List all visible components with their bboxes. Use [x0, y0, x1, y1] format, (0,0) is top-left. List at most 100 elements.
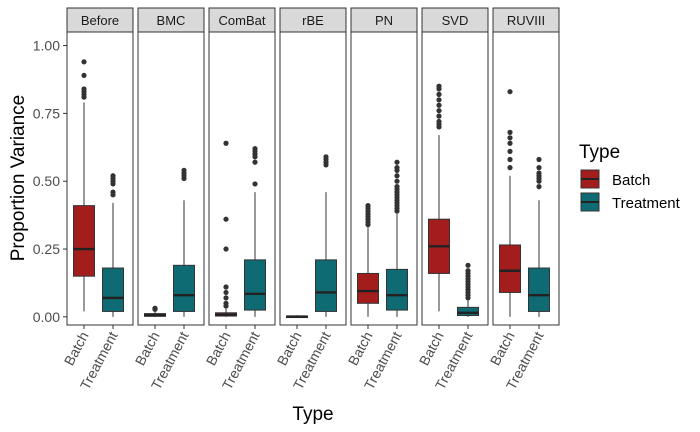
- facet-strip-label: Before: [81, 13, 119, 28]
- y-axis: 0.00 0.25 0.50 0.75 1.00: [33, 38, 67, 325]
- x-axis-title: Type: [292, 404, 333, 425]
- outlier-point: [436, 97, 442, 103]
- outlier-point: [152, 305, 158, 311]
- outlier-point: [323, 154, 329, 160]
- outlier-point: [507, 165, 513, 171]
- outlier-point: [436, 118, 442, 125]
- legend-label: Treatment: [612, 195, 681, 212]
- y-tick-label: 0.00: [33, 309, 60, 325]
- x-tick-label: Batch: [132, 329, 163, 368]
- outlier-point: [507, 156, 513, 163]
- outlier-point: [223, 216, 229, 222]
- outlier-point: [252, 159, 258, 165]
- outlier-point: [436, 83, 442, 89]
- y-tick-label: 1.00: [33, 38, 60, 54]
- iqr-box: [102, 267, 124, 312]
- outlier-point: [252, 181, 258, 187]
- y-tick-label: 0.75: [33, 105, 60, 121]
- box-treatment: [457, 262, 479, 317]
- outlier-point: [507, 89, 513, 95]
- x-tick-label: Batch: [345, 329, 376, 368]
- box-batch: [357, 203, 379, 317]
- facet-strip-label: ComBat: [219, 13, 266, 28]
- facet-strip: [279, 7, 347, 33]
- legend-item-batch: Batch: [580, 169, 650, 189]
- iqr-box: [173, 264, 195, 312]
- box-treatment: [173, 167, 195, 317]
- box-treatment: [528, 156, 550, 317]
- iqr-box: [499, 244, 521, 293]
- facet-strip-label: BMC: [157, 13, 186, 28]
- outlier-point: [394, 184, 400, 190]
- y-tick-label: 0.50: [33, 173, 60, 189]
- outlier-point: [536, 170, 542, 176]
- outlier-point: [110, 173, 116, 179]
- facet-strip-label: RUVIII: [507, 13, 545, 28]
- outlier-point: [436, 113, 442, 119]
- outlier-point: [365, 203, 371, 209]
- iqr-box: [528, 267, 550, 312]
- legend: Type Batch Treatment: [579, 142, 681, 212]
- box-batch: [73, 59, 95, 312]
- outlier-point: [223, 289, 229, 296]
- box-batch: [499, 89, 521, 317]
- outlier-point: [81, 72, 87, 79]
- x-tick-label: Batch: [487, 329, 518, 368]
- x-tick-label: Batch: [61, 329, 92, 368]
- x-tick-label: Batch: [274, 329, 305, 368]
- outlier-point: [394, 173, 400, 179]
- facet-strip: [66, 7, 134, 33]
- box-treatment: [386, 159, 408, 317]
- facet-strip-label: PN: [375, 13, 393, 28]
- outlier-point: [536, 165, 542, 171]
- box-treatment: [315, 154, 337, 317]
- x-tick-label: Batch: [203, 329, 234, 368]
- outlier-point: [223, 295, 229, 301]
- iqr-box: [73, 205, 95, 277]
- outlier-point: [536, 156, 542, 163]
- outlier-point: [81, 59, 87, 65]
- facet-plot-area: [421, 31, 489, 326]
- outlier-point: [223, 284, 229, 290]
- box-treatment: [102, 173, 124, 317]
- x-tick-label: Batch: [416, 329, 447, 368]
- iqr-box: [357, 272, 379, 304]
- outlier-point: [507, 140, 513, 146]
- y-tick-label: 0.25: [33, 241, 60, 257]
- outlier-point: [110, 189, 116, 195]
- facet-strip: [137, 7, 205, 33]
- outlier-point: [394, 165, 400, 171]
- outlier-point: [536, 184, 542, 190]
- facet-strip: [208, 7, 276, 33]
- outlier-point: [507, 135, 513, 141]
- outlier-point: [394, 159, 400, 165]
- outlier-point: [507, 129, 513, 135]
- facet-strip-label: SVD: [442, 13, 469, 28]
- legend-item-treatment: Treatment: [580, 192, 681, 212]
- facet-strip: [421, 7, 489, 33]
- outlier-point: [436, 108, 442, 114]
- legend-label: Batch: [612, 172, 650, 189]
- outlier-point: [436, 102, 442, 108]
- outlier-point: [223, 300, 229, 306]
- facet-strip-label: rBE: [302, 13, 324, 28]
- facet-strip: [350, 7, 418, 33]
- box-batch: [215, 140, 237, 317]
- y-axis-title: Proportion Variance: [8, 95, 29, 262]
- outlier-point: [81, 86, 87, 92]
- box-treatment: [244, 146, 266, 317]
- iqr-box: [386, 268, 408, 311]
- box-batch: [286, 315, 308, 319]
- legend-title: Type: [579, 142, 620, 163]
- outlier-point: [181, 167, 187, 173]
- iqr-box: [244, 259, 266, 311]
- box-batch: [144, 305, 166, 317]
- iqr-box: [315, 259, 337, 312]
- outlier-point: [394, 178, 400, 184]
